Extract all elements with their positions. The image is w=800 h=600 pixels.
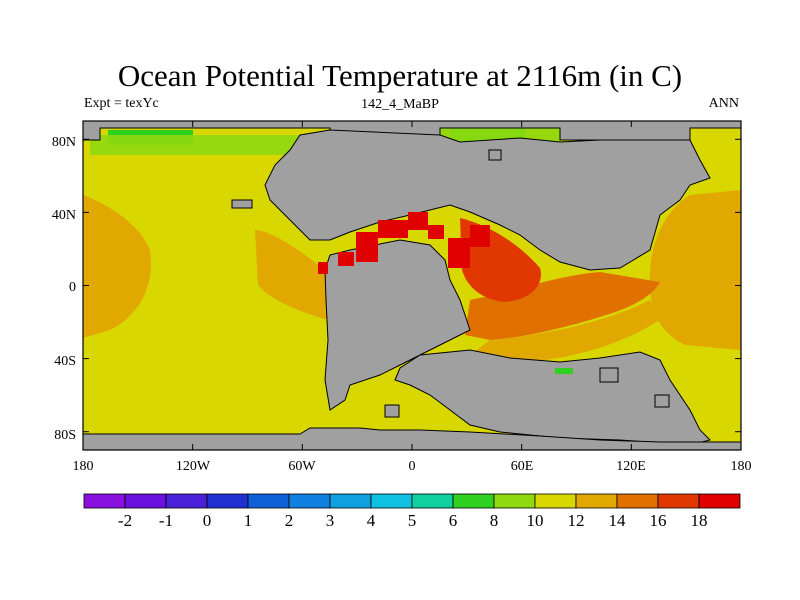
x-axis-labels: 180 120W 60W 0 60E 120E 180 — [73, 459, 752, 474]
season-label: ANN — [708, 96, 739, 111]
colorbar-swatch — [206, 493, 249, 509]
land-island-4 — [384, 404, 400, 418]
arctic-lightgreen-1 — [90, 135, 300, 155]
ocean-band-east — [649, 190, 741, 350]
colorbar-swatch — [247, 493, 290, 509]
hot-patches — [318, 212, 490, 274]
colorbar-swatch — [616, 493, 659, 509]
y-tick-80n: 80N — [52, 135, 76, 150]
y-tick-0: 0 — [69, 280, 76, 295]
colorbar-label: 1 — [244, 511, 253, 530]
y-tick-40n: 40N — [52, 208, 76, 223]
x-tick-120e: 120E — [616, 459, 646, 474]
colorbar-label: 8 — [490, 511, 499, 530]
axis-ticks — [82, 121, 742, 450]
land-island-3 — [599, 367, 619, 383]
colorbar — [83, 493, 741, 509]
colorbar-swatch — [698, 493, 741, 509]
hot-patch-4 — [378, 220, 408, 238]
x-tick-120w: 120W — [176, 459, 211, 474]
colorbar-swatch — [370, 493, 413, 509]
colorbar-swatch — [534, 493, 577, 509]
ocean-band-west — [83, 195, 151, 338]
colorbar-labels: -2 -1 0 1 2 3 4 5 6 8 10 12 14 16 18 — [118, 511, 708, 530]
colorbar-label: 3 — [326, 511, 335, 530]
colorbar-label: 16 — [650, 511, 667, 530]
y-tick-80s: 80S — [54, 428, 76, 443]
land-south-polar — [83, 427, 741, 450]
colorbar-label: -2 — [118, 511, 132, 530]
experiment-label: Expt = texYc — [84, 96, 159, 111]
y-tick-40s: 40S — [54, 354, 76, 369]
hot-patch-1 — [318, 262, 328, 274]
colorbar-label: 6 — [449, 511, 458, 530]
colorbar-label: 5 — [408, 511, 417, 530]
colorbar-label: 0 — [203, 511, 212, 530]
colorbar-swatch — [452, 493, 495, 509]
colorbar-swatch — [288, 493, 331, 509]
land-island-1 — [231, 199, 253, 209]
land-island-2 — [488, 149, 502, 161]
colorbar-label: 2 — [285, 511, 294, 530]
colorbar-label: -1 — [159, 511, 173, 530]
hot-patch-8 — [470, 225, 490, 247]
cool-patch — [555, 368, 573, 374]
ocean-tethys-south — [470, 300, 660, 362]
colorbar-swatch — [657, 493, 700, 509]
colorbar-swatch — [575, 493, 618, 509]
colorbar-label: 10 — [527, 511, 544, 530]
land-gondwana-west — [324, 239, 471, 411]
chart-title: Ocean Potential Temperature at 2116m (in… — [117, 58, 683, 93]
colorbar-label: 4 — [367, 511, 376, 530]
y-axis-labels: 80N 40N 0 40S 80S — [52, 135, 76, 443]
colorbar-swatch — [124, 493, 167, 509]
x-tick-180e: 180 — [731, 459, 752, 474]
land-north-polar — [83, 121, 741, 141]
colorbar-label: 14 — [609, 511, 627, 530]
colorbar-swatch — [83, 493, 126, 509]
map-field — [83, 121, 741, 450]
land-laurasia — [264, 129, 711, 271]
colorbar-label: 18 — [691, 511, 708, 530]
hot-patch-3 — [356, 232, 378, 262]
colorbar-swatch — [411, 493, 454, 509]
colorbar-swatch — [165, 493, 208, 509]
center-subtitle: 142_4_MaBP — [361, 97, 439, 112]
x-tick-60w: 60W — [288, 459, 316, 474]
hot-patch-5 — [408, 212, 428, 230]
colorbar-swatch — [329, 493, 372, 509]
x-tick-60e: 60E — [511, 459, 534, 474]
hot-patch-2 — [338, 252, 354, 266]
colorbar-label: 12 — [568, 511, 585, 530]
ocean-tethys — [465, 272, 660, 340]
x-tick-180w: 180 — [73, 459, 94, 474]
colorbar-swatch — [493, 493, 536, 509]
ocean-band-coast — [255, 230, 328, 320]
x-tick-0: 0 — [409, 459, 416, 474]
hot-patch-6 — [428, 225, 444, 239]
land-island-5 — [654, 394, 670, 408]
hot-patch-7 — [448, 238, 470, 268]
